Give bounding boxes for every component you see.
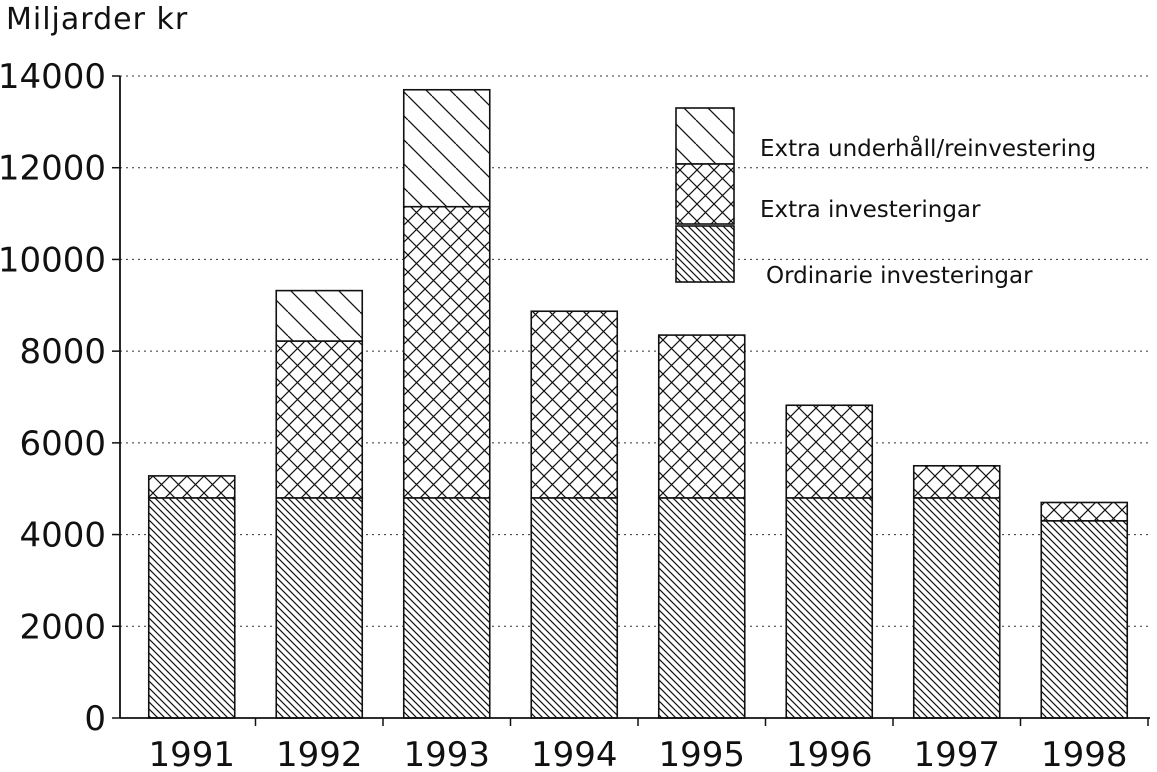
bar-segment: [912, 464, 1001, 499]
legend: Extra underhåll/reinvestering Extra inves…: [675, 107, 1096, 289]
x-tick-label: 1996: [786, 735, 873, 772]
bar-segment: [402, 88, 491, 208]
bar-segment: [402, 497, 491, 719]
legend-swatch: [675, 225, 735, 283]
y-tick-label: 12000: [0, 149, 106, 189]
y-tick-label: 2000: [19, 607, 106, 647]
legend-swatch: [675, 107, 735, 165]
y-tick-label: 6000: [19, 424, 106, 464]
x-tick-label: 1998: [1041, 735, 1128, 772]
x-tick-label: 1994: [531, 735, 618, 772]
x-tick-label: 1995: [658, 735, 745, 772]
legend-swatch: [675, 163, 735, 225]
x-tick-label: 1992: [276, 735, 363, 772]
bar-segment: [657, 334, 746, 499]
legend-label: Extra underhåll/reinvestering: [760, 134, 1096, 162]
bars: [147, 88, 1129, 719]
bar-segment: [912, 497, 1001, 719]
y-tick-label: 0: [84, 699, 106, 739]
bar-segment: [1040, 501, 1129, 522]
y-axis-unit-label: Miljarder kr: [6, 2, 189, 37]
bar-segment: [530, 497, 619, 719]
bar-segment: [785, 497, 874, 719]
bar-segment: [402, 205, 491, 499]
bar-segment: [785, 404, 874, 499]
y-tick-label: 4000: [19, 516, 106, 556]
x-tick-label: 1997: [913, 735, 1000, 772]
y-tick-label: 8000: [19, 332, 106, 372]
y-tick-label: 10000: [0, 240, 106, 280]
bar-segment: [275, 340, 364, 499]
legend-label: Extra investeringar: [760, 197, 981, 223]
bar-segment: [530, 310, 619, 499]
bar-segment: [275, 497, 364, 719]
bar-segment: [147, 497, 236, 719]
bar-segment: [147, 475, 236, 499]
x-tick-label: 1993: [403, 735, 490, 772]
legend-label: Ordinarie investeringar: [766, 263, 1033, 289]
y-tick-label: 14000: [0, 57, 106, 97]
x-tick-label: 1991: [148, 735, 235, 772]
axes: 0 2000 4000 6000 8000 10000 12000 14000 1991 1992…: [0, 57, 1150, 772]
bar-segment: [275, 289, 364, 342]
bar-segment: [657, 497, 746, 719]
bar-segment: [1040, 520, 1129, 719]
